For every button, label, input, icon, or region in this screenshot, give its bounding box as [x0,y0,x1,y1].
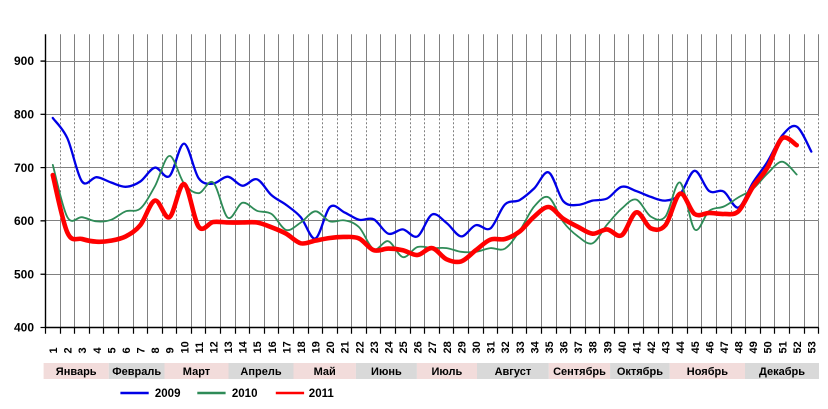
svg-text:3: 3 [77,347,89,353]
svg-text:41: 41 [632,341,644,353]
svg-text:Сентябрь: Сентябрь [553,366,606,378]
svg-text:Июль: Июль [432,366,463,378]
svg-text:10: 10 [179,341,191,353]
svg-text:Январь: Январь [56,366,97,378]
svg-text:32: 32 [500,341,512,353]
svg-text:16: 16 [267,341,279,353]
svg-text:Май: Май [314,366,336,378]
svg-text:4: 4 [92,347,104,354]
svg-text:800: 800 [14,108,34,122]
svg-text:21: 21 [340,341,352,353]
svg-text:48: 48 [734,341,746,353]
svg-text:5: 5 [106,347,118,353]
svg-text:Декабрь: Декабрь [759,366,805,378]
svg-text:Июнь: Июнь [371,366,402,378]
svg-text:28: 28 [442,341,454,353]
svg-text:900: 900 [14,54,34,68]
svg-text:18: 18 [296,341,308,353]
svg-text:2010: 2010 [232,388,258,400]
svg-text:19: 19 [311,341,323,353]
svg-text:35: 35 [544,341,556,353]
svg-text:17: 17 [281,341,293,353]
svg-text:2009: 2009 [155,388,181,400]
svg-text:40: 40 [617,341,629,353]
svg-text:1: 1 [48,347,60,353]
svg-text:600: 600 [14,214,34,228]
svg-text:47: 47 [719,341,731,353]
svg-text:7: 7 [136,347,148,353]
svg-text:20: 20 [325,341,337,353]
svg-text:52: 52 [792,341,804,353]
svg-text:23: 23 [369,341,381,353]
svg-text:22: 22 [354,341,366,353]
svg-text:Октябрь: Октябрь [617,366,663,378]
svg-text:27: 27 [427,341,439,353]
svg-text:2: 2 [63,347,75,353]
svg-text:500: 500 [14,267,34,281]
svg-text:Март: Март [183,366,211,378]
svg-text:700: 700 [14,161,34,175]
svg-text:Апрель: Апрель [240,366,281,378]
svg-text:39: 39 [602,341,614,353]
svg-text:14: 14 [238,340,250,353]
svg-text:50: 50 [763,341,775,353]
svg-text:46: 46 [704,341,716,353]
svg-text:38: 38 [588,341,600,353]
svg-text:34: 34 [529,340,541,353]
svg-text:44: 44 [675,340,687,353]
svg-text:6: 6 [121,347,133,353]
svg-text:13: 13 [223,341,235,353]
svg-text:36: 36 [559,341,571,353]
svg-text:53: 53 [807,341,819,353]
svg-text:Август: Август [495,366,532,378]
svg-text:42: 42 [646,341,658,353]
svg-text:11: 11 [194,342,206,354]
svg-text:2011: 2011 [309,388,335,400]
svg-text:31: 31 [486,341,498,353]
svg-text:24: 24 [384,340,396,353]
svg-text:8: 8 [150,347,162,353]
svg-text:49: 49 [748,341,760,353]
svg-text:12: 12 [208,341,220,353]
svg-text:Февраль: Февраль [112,366,161,378]
svg-text:26: 26 [413,341,425,353]
svg-text:15: 15 [252,341,264,353]
svg-text:29: 29 [456,341,468,353]
svg-text:43: 43 [661,341,673,353]
svg-text:33: 33 [515,341,527,353]
svg-text:45: 45 [690,341,702,353]
svg-text:9: 9 [165,347,177,353]
svg-text:37: 37 [573,341,585,353]
svg-text:400: 400 [14,321,34,335]
svg-text:25: 25 [398,341,410,353]
svg-text:Ноябрь: Ноябрь [687,366,728,378]
svg-text:30: 30 [471,341,483,353]
svg-text:51: 51 [777,341,789,353]
